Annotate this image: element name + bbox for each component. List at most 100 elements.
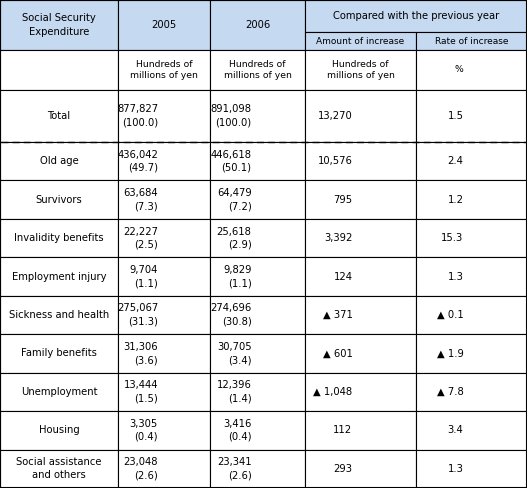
Bar [0, 219, 118, 257]
Text: ▲ 1.9: ▲ 1.9 [437, 348, 464, 359]
Bar [118, 181, 210, 219]
Bar [305, 50, 416, 90]
Text: 13,270: 13,270 [318, 111, 353, 121]
Bar [305, 181, 416, 219]
Bar [416, 142, 527, 181]
Bar [305, 142, 416, 181]
Bar [416, 296, 527, 334]
Bar [118, 373, 210, 411]
Text: 124: 124 [334, 271, 353, 282]
Bar [416, 181, 527, 219]
Text: Unemployment: Unemployment [21, 387, 97, 397]
Text: ▲ 601: ▲ 601 [323, 348, 353, 359]
Bar [305, 373, 416, 411]
Text: Family benefits: Family benefits [21, 348, 97, 359]
Text: Rate of increase: Rate of increase [435, 37, 508, 45]
Bar [210, 411, 305, 449]
Text: 63,684
(7.3): 63,684 (7.3) [123, 188, 158, 211]
Text: Social assistance
and others: Social assistance and others [16, 457, 102, 480]
Text: 2.4: 2.4 [447, 156, 464, 166]
Text: 30,705
(3.4): 30,705 (3.4) [217, 342, 251, 365]
Text: 436,042
(49.7): 436,042 (49.7) [117, 150, 158, 173]
Bar [210, 257, 305, 296]
Text: 9,829
(1.1): 9,829 (1.1) [223, 265, 251, 288]
Bar [0, 0, 118, 50]
Text: 23,341
(2.6): 23,341 (2.6) [217, 457, 251, 480]
Text: Hundreds of
millions of yen: Hundreds of millions of yen [130, 60, 198, 81]
Text: 3,392: 3,392 [324, 233, 353, 243]
Bar [416, 411, 527, 449]
Bar [0, 334, 118, 373]
Text: Hundreds of
millions of yen: Hundreds of millions of yen [327, 60, 394, 81]
Bar [210, 373, 305, 411]
Text: 64,479
(7.2): 64,479 (7.2) [217, 188, 251, 211]
Text: 15.3: 15.3 [441, 233, 464, 243]
Text: Hundreds of
millions of yen: Hundreds of millions of yen [223, 60, 291, 81]
Bar [0, 296, 118, 334]
Bar [305, 334, 416, 373]
Bar [118, 50, 210, 90]
Text: 12,396
(1.4): 12,396 (1.4) [217, 380, 251, 404]
Bar [0, 373, 118, 411]
Bar [118, 449, 210, 488]
Bar [210, 50, 305, 90]
Text: 877,827
(100.0): 877,827 (100.0) [117, 104, 158, 127]
Text: Social Security
Expenditure: Social Security Expenditure [22, 13, 96, 37]
Text: Amount of increase: Amount of increase [316, 37, 405, 45]
Text: Compared with the previous year: Compared with the previous year [333, 11, 499, 21]
Bar [210, 334, 305, 373]
Text: 9,704
(1.1): 9,704 (1.1) [130, 265, 158, 288]
Bar [118, 257, 210, 296]
Bar [305, 296, 416, 334]
Bar [210, 181, 305, 219]
Bar [118, 142, 210, 181]
Bar [118, 0, 210, 50]
Text: 25,618
(2.9): 25,618 (2.9) [217, 226, 251, 250]
Text: Sickness and health: Sickness and health [9, 310, 109, 320]
Bar [416, 32, 527, 50]
Bar [416, 90, 527, 142]
Bar [416, 449, 527, 488]
Text: 3,305
(0.4): 3,305 (0.4) [130, 419, 158, 442]
Bar [0, 50, 118, 90]
Bar [0, 449, 118, 488]
Bar [305, 0, 527, 32]
Bar [0, 181, 118, 219]
Text: Old age: Old age [40, 156, 79, 166]
Bar [0, 142, 118, 181]
Text: 22,227
(2.5): 22,227 (2.5) [123, 226, 158, 250]
Bar [210, 449, 305, 488]
Bar [416, 373, 527, 411]
Bar [305, 90, 416, 142]
Text: 446,618
(50.1): 446,618 (50.1) [210, 150, 251, 173]
Text: 13,444
(1.5): 13,444 (1.5) [123, 380, 158, 404]
Text: Invalidity benefits: Invalidity benefits [14, 233, 104, 243]
Text: Housing: Housing [38, 426, 80, 435]
Text: 31,306
(3.6): 31,306 (3.6) [123, 342, 158, 365]
Text: ▲ 0.1: ▲ 0.1 [437, 310, 464, 320]
Text: 2006: 2006 [245, 20, 270, 30]
Bar [416, 50, 527, 90]
Bar [416, 257, 527, 296]
Text: 275,067
(31.3): 275,067 (31.3) [117, 304, 158, 326]
Text: 293: 293 [334, 464, 353, 474]
Bar [416, 334, 527, 373]
Text: 274,696
(30.8): 274,696 (30.8) [210, 304, 251, 326]
Bar [0, 411, 118, 449]
Bar [305, 411, 416, 449]
Text: Employment injury: Employment injury [12, 271, 106, 282]
Bar [210, 219, 305, 257]
Bar [118, 296, 210, 334]
Bar [210, 0, 305, 50]
Text: 10,576: 10,576 [318, 156, 353, 166]
Bar [305, 257, 416, 296]
Text: 1.5: 1.5 [447, 111, 464, 121]
Bar [0, 90, 118, 142]
Text: 3,416
(0.4): 3,416 (0.4) [223, 419, 251, 442]
Bar [210, 90, 305, 142]
Text: 1.3: 1.3 [447, 464, 464, 474]
Bar [305, 449, 416, 488]
Bar [118, 90, 210, 142]
Text: 1.3: 1.3 [447, 271, 464, 282]
Text: %: % [455, 65, 464, 75]
